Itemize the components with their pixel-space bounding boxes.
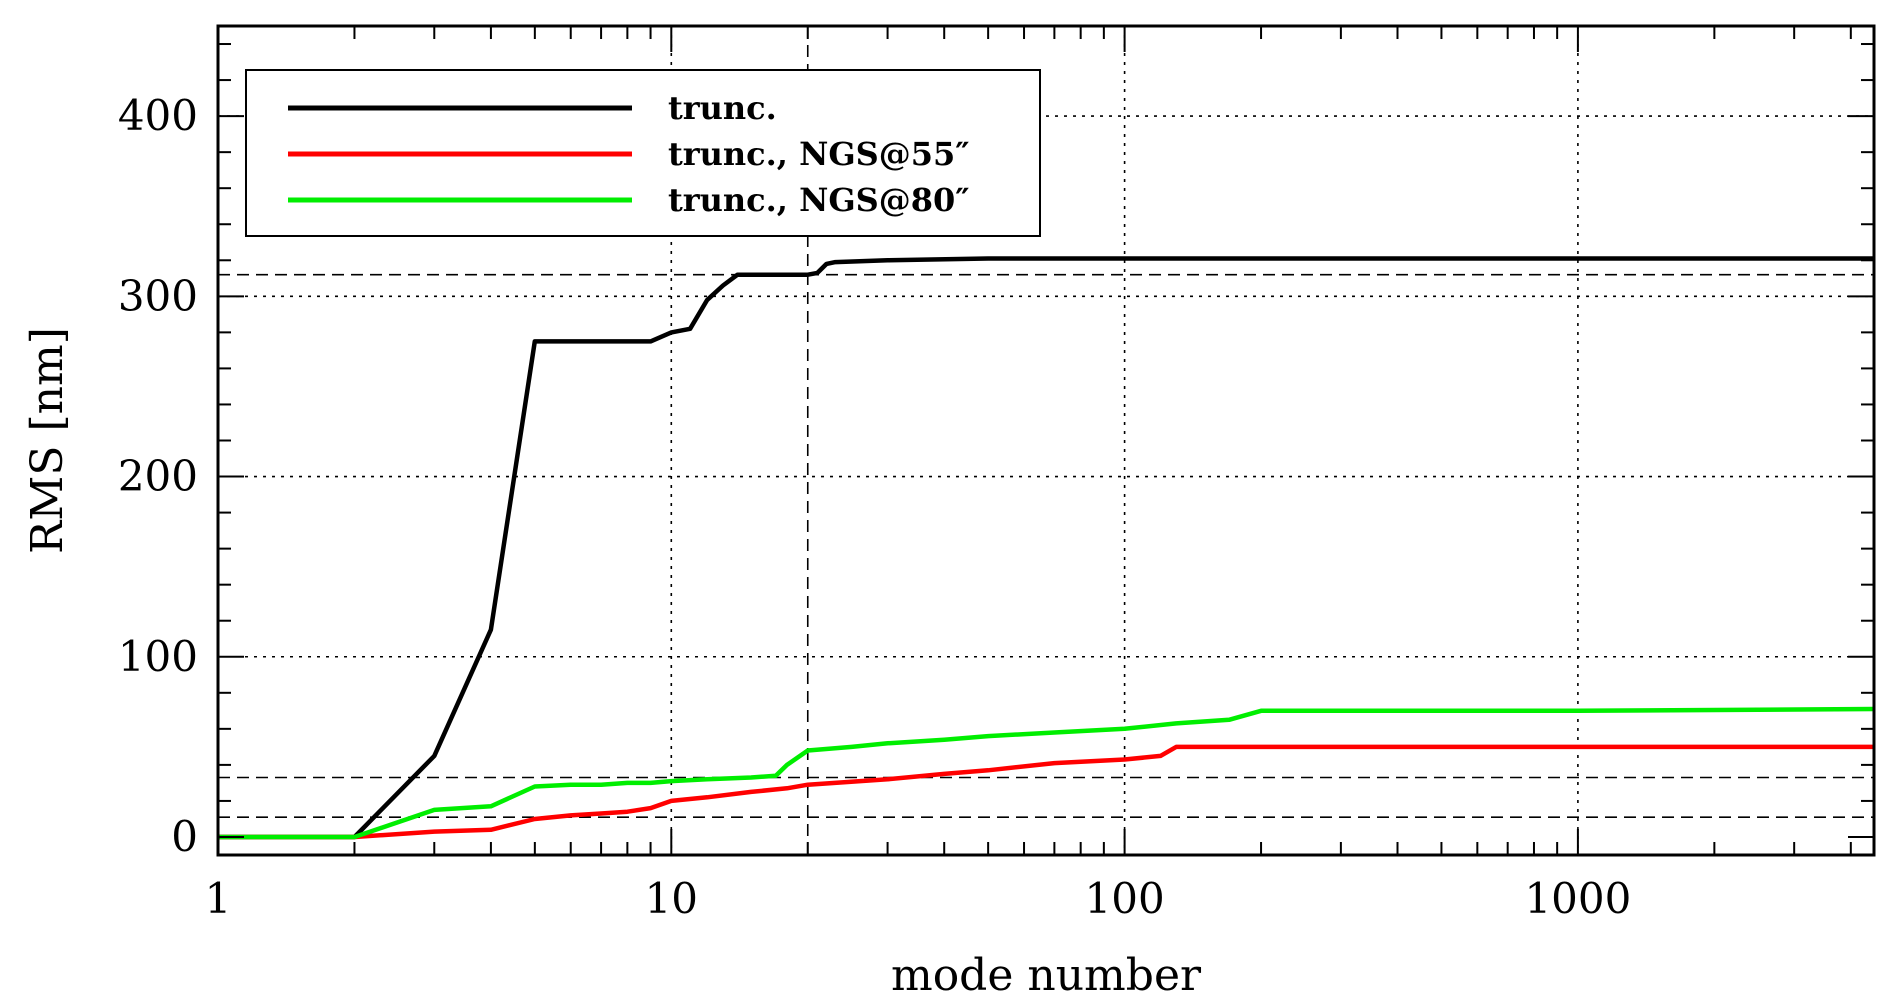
legend: trunc. trunc., NGS@55″ trunc., NGS@80″ — [245, 69, 1041, 237]
y-tick-label: 400 — [118, 91, 198, 140]
x-tick-label: 1000 — [1524, 874, 1631, 923]
x-tick-label: 1 — [205, 874, 232, 923]
legend-label-2: trunc., NGS@55″ — [668, 135, 970, 173]
series-line-1 — [218, 256, 1874, 840]
y-tick-label: 100 — [118, 632, 198, 681]
series-line-2 — [218, 744, 1874, 840]
data-series — [218, 256, 1875, 840]
legend-label-1: trunc. — [668, 89, 777, 127]
tick-labels: 1 10 100 1000 0 100 200 300 400 — [118, 91, 1632, 923]
y-tick-label: 0 — [171, 812, 198, 861]
grid-lines — [218, 26, 1874, 855]
y-tick-label: 200 — [118, 452, 198, 501]
x-tick-label: 10 — [645, 874, 698, 923]
y-axis-title: RMS [nm] — [22, 327, 73, 554]
series-line-3 — [218, 706, 1875, 840]
x-axis-title: mode number — [891, 950, 1202, 1001]
y-tick-label: 300 — [118, 271, 198, 320]
axis-ticks — [217, 26, 1874, 855]
x-tick-label: 100 — [1085, 874, 1165, 923]
legend-label-3: trunc., NGS@80″ — [668, 181, 970, 219]
